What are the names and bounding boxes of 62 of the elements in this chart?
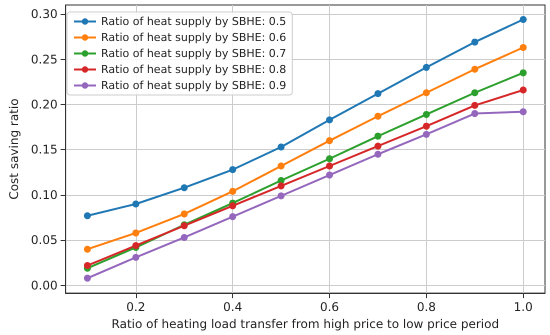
point (84, 262, 91, 270)
point (229, 188, 236, 195)
point (84, 246, 91, 253)
point (520, 108, 527, 116)
point (180, 210, 188, 218)
x-tick-label: 0.4 (223, 300, 242, 314)
y-tick-label: 0.00 (30, 278, 58, 292)
point (520, 16, 527, 23)
point (374, 112, 382, 120)
point (326, 155, 334, 162)
point (471, 89, 478, 96)
point (471, 38, 478, 46)
point (278, 192, 285, 200)
y-tick-label: 0.05 (30, 233, 58, 248)
point (422, 89, 430, 96)
point (471, 66, 478, 73)
legend-label: Ratio of heat supply by SBHE: 0.8 (101, 63, 286, 76)
point (520, 69, 527, 76)
x-axis-title: Ratio of heating load transfer from high price to low price period (112, 317, 500, 331)
point (422, 110, 430, 118)
x-tick-label: 0.6 (320, 300, 340, 314)
point (180, 234, 188, 241)
point (132, 229, 140, 236)
x-tick-label: 1.0 (514, 300, 533, 314)
point (471, 110, 478, 118)
point (326, 162, 334, 170)
point (84, 212, 91, 220)
point (326, 172, 334, 179)
point (422, 122, 430, 130)
legend-label: Ratio of heat supply by SBHE: 0.7 (101, 47, 286, 60)
point (471, 102, 478, 109)
legend-label: Ratio of heat supply by SBHE: 0.5 (101, 15, 286, 28)
point (374, 90, 382, 98)
point (278, 144, 285, 151)
y-tick-label: 0.15 (30, 142, 58, 157)
y-axis-title: Cost saving ratio (7, 98, 21, 200)
y-tick-label: 0.25 (30, 52, 58, 66)
point (520, 86, 527, 94)
point (422, 64, 430, 71)
point (278, 182, 285, 190)
point (229, 202, 236, 210)
y-tick-label: 0.20 (30, 98, 58, 112)
point (84, 274, 91, 282)
legend-label: Ratio of heat supply by SBHE: 0.6 (101, 31, 286, 44)
point (278, 162, 285, 170)
y-tick-label: 0.10 (30, 188, 58, 202)
point (326, 116, 334, 124)
point (132, 200, 140, 208)
x-tick-label: 0.2 (126, 300, 146, 314)
point (374, 132, 382, 140)
point (180, 184, 188, 192)
point (520, 44, 527, 52)
point (229, 213, 236, 220)
point (132, 254, 140, 261)
point (229, 166, 236, 174)
point (374, 150, 382, 158)
x-tick-label: 0.8 (416, 300, 436, 314)
y-tick-label: 0.30 (30, 7, 58, 22)
point (422, 130, 430, 138)
point (326, 137, 334, 144)
point (374, 142, 382, 150)
legend-label: Ratio of heat supply by SBHE: 0.9 (101, 79, 286, 92)
